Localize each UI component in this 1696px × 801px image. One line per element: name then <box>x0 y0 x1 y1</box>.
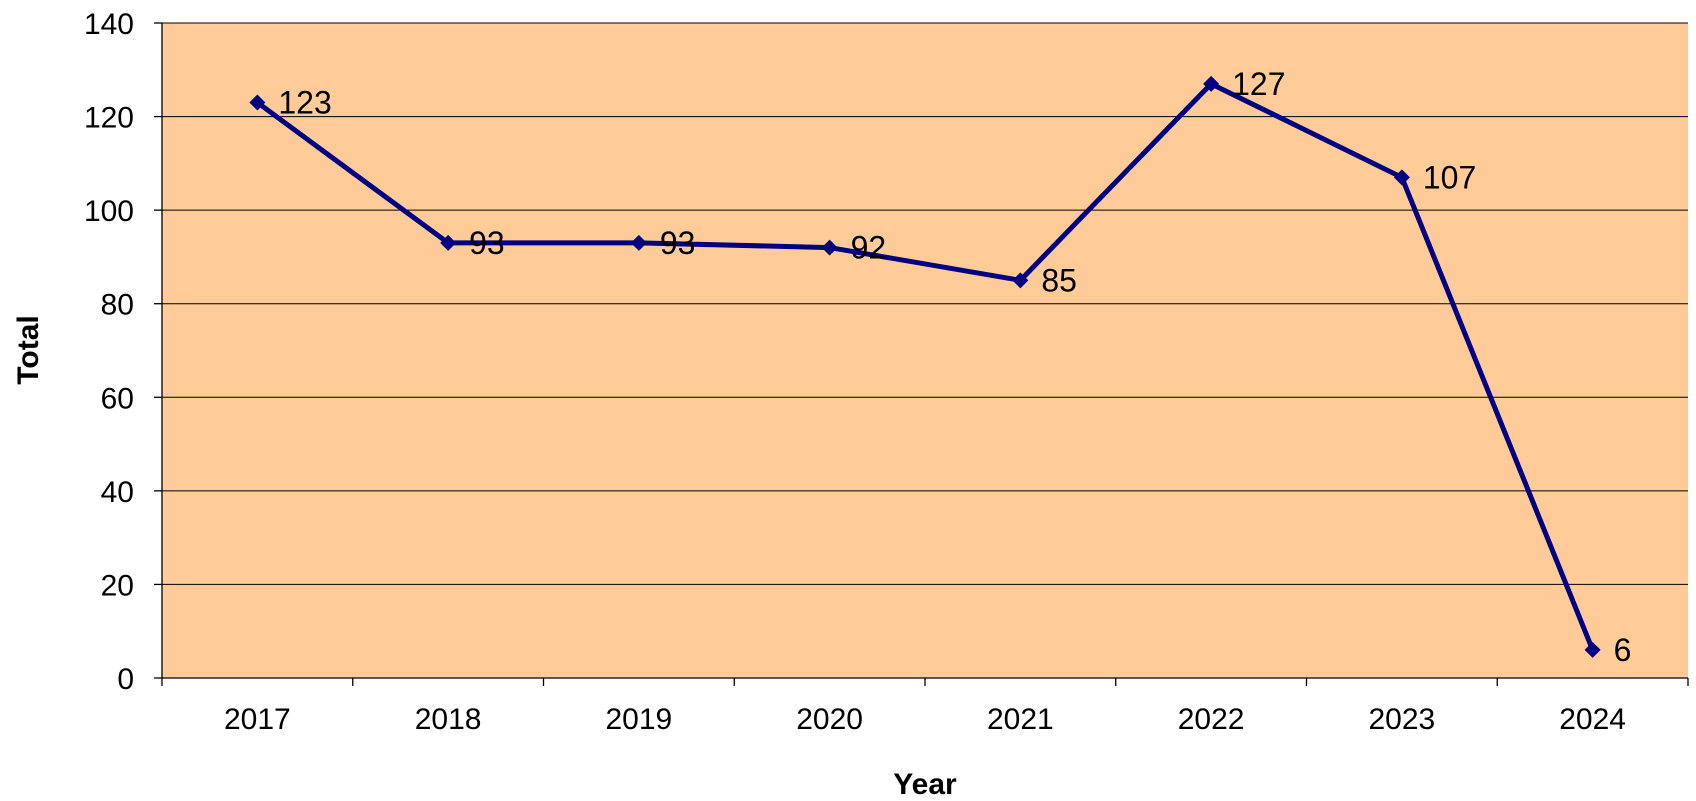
data-label: 85 <box>1041 262 1077 298</box>
data-label: 93 <box>660 225 696 261</box>
data-point-marker <box>249 94 266 111</box>
y-tick-label: 0 <box>117 663 134 696</box>
y-tick-label: 100 <box>84 195 134 228</box>
y-tick-label: 20 <box>101 569 134 602</box>
data-label: 107 <box>1423 159 1476 195</box>
data-label: 123 <box>278 85 331 121</box>
data-point-marker <box>1203 75 1220 92</box>
series-line <box>254 81 1596 653</box>
grid-lines <box>162 22 1688 585</box>
data-point-marker <box>630 234 647 251</box>
y-tick-label: 80 <box>101 289 134 322</box>
data-point-marker <box>1012 272 1029 289</box>
x-tick-label: 2023 <box>1369 703 1436 736</box>
y-axis-title: Total <box>12 315 45 384</box>
axes <box>154 22 1689 686</box>
x-tick-label: 2018 <box>415 703 482 736</box>
data-point-marker <box>1393 169 1410 186</box>
x-tick-label: 2024 <box>1559 703 1626 736</box>
y-tick-label: 120 <box>84 102 134 135</box>
x-tick-labels: 2017 2018 2019 2020 2021 2022 2023 2024 <box>224 703 1626 736</box>
y-tick-label: 140 <box>84 8 134 41</box>
x-axis-title: Year <box>893 768 957 801</box>
data-point-marker <box>821 239 838 256</box>
x-tick-label: 2017 <box>224 703 291 736</box>
data-label: 127 <box>1232 66 1285 102</box>
series-layer <box>254 81 1596 653</box>
data-point-marker <box>1584 641 1601 658</box>
y-tick-label: 40 <box>101 476 134 509</box>
plot-area <box>162 23 1688 678</box>
y-tick-labels: 0 20 40 60 80 100 120 140 <box>84 8 134 696</box>
x-tick-label: 2019 <box>606 703 673 736</box>
data-point-marker <box>440 234 457 251</box>
data-label: 6 <box>1614 632 1632 668</box>
y-tick-label: 60 <box>101 382 134 415</box>
x-tick-label: 2021 <box>987 703 1054 736</box>
x-tick-label: 2022 <box>1178 703 1245 736</box>
data-label: 93 <box>469 225 505 261</box>
markers <box>249 75 1601 658</box>
data-labels: 123 93 93 92 85 127 107 6 <box>278 66 1631 668</box>
x-tick-label: 2020 <box>796 703 863 736</box>
data-label: 92 <box>851 230 887 266</box>
